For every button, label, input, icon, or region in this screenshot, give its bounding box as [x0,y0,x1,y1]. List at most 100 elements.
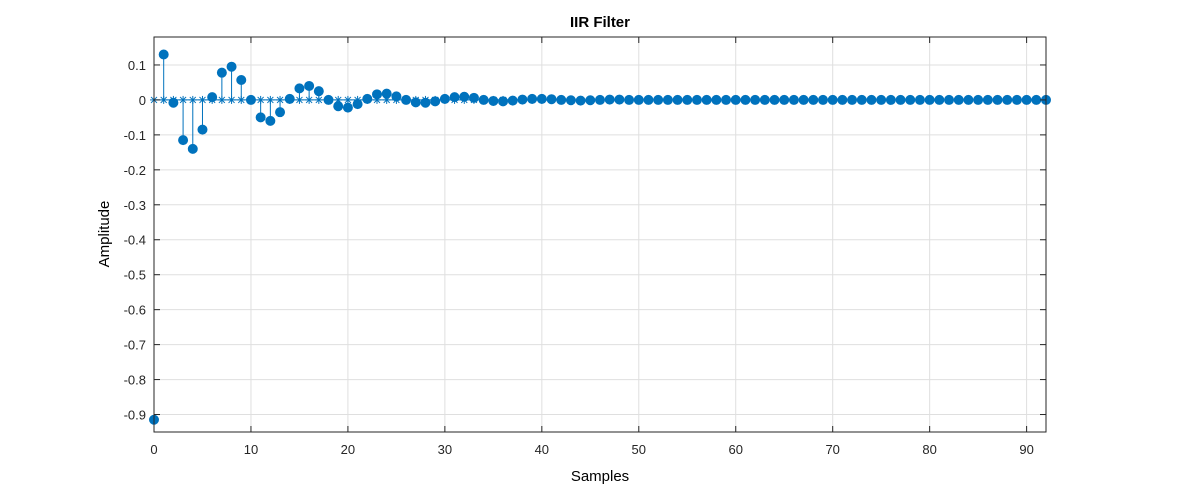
x-tick-label: 80 [922,442,936,457]
y-tick-label: -0.7 [124,338,146,353]
stem-point [430,96,441,107]
stem-point [798,94,809,105]
stem-point [304,80,315,91]
stem-point [236,74,247,85]
x-tick-label: 20 [341,442,355,457]
stem-point [323,94,334,105]
stem-point [255,112,266,123]
stem-point [187,143,198,154]
stem-point [449,92,460,103]
y-tick-label: -0.9 [124,408,146,423]
y-tick-label: -0.4 [124,233,146,248]
ticks: 0 10 20 30 40 50 60 70 80 90 0.1 0 -0.1 -0.2 -0.3 -0.4 -… [124,37,1046,457]
stem-point [643,94,654,105]
stem-point [275,107,286,118]
stem-point [420,97,431,108]
stem-point [847,94,858,105]
stem-point [546,94,557,105]
y-tick-label: -0.5 [124,268,146,283]
stem-point [556,94,567,105]
stem-point [565,95,576,106]
stem-point [333,101,344,112]
stem-point [701,94,712,105]
stem-point [468,92,479,103]
stem-point [876,94,887,105]
stem-point [914,94,925,105]
stem-point [934,94,945,105]
y-axis-label: Amplitude [96,201,113,268]
x-tick-label: 90 [1019,442,1033,457]
stem-point [488,95,499,106]
stem-point [818,94,828,105]
stem-point [401,94,412,105]
stems [149,49,1051,425]
stem-point [1002,94,1013,105]
stem-point [459,91,470,102]
stem-point [294,83,305,94]
stem-point [245,94,256,105]
stem-point [352,99,363,110]
stem-point [653,94,664,105]
stem-point [1011,94,1022,105]
stem-point [410,97,421,108]
stem-point [498,96,509,107]
stem-point [362,93,373,104]
chart-title: IIR Filter [570,14,630,31]
x-tick-label: 40 [535,442,549,457]
stem-point [536,93,547,104]
stem-point [682,94,693,105]
stem-point [944,94,955,105]
stem-point [624,94,635,105]
stem-point [711,94,722,105]
stem-point [672,94,683,105]
stem-point [721,94,732,105]
stem-point [992,94,1003,105]
x-tick-label: 10 [244,442,258,457]
stem-point [885,94,896,105]
stem-point [391,91,402,102]
stem-point [614,94,625,105]
stem-point [372,89,382,100]
stem-point [827,94,838,105]
stem-point [895,94,906,105]
y-tick-label: 0 [139,93,146,108]
stem-point [604,94,615,105]
stem-point [982,94,993,105]
x-tick-label: 60 [729,442,743,457]
stem-point [759,94,770,105]
y-tick-label: -0.6 [124,303,146,318]
x-tick-label: 0 [150,442,157,457]
stem-point [478,94,489,105]
stem-point [769,94,780,105]
stem-point [905,94,916,105]
stem-point [178,135,189,146]
stem-point [284,93,295,104]
stem-point [439,93,450,104]
stem-point [856,94,867,105]
stem-point [207,92,218,103]
x-axis-label: Samples [571,468,629,485]
stem-point [168,97,179,108]
stem-point [265,115,276,126]
stem-point [197,124,208,135]
stem-point [595,94,605,105]
stem-point [575,95,586,106]
x-tick-label: 50 [632,442,646,457]
y-tick-label: -0.1 [124,128,146,143]
y-tick-label: -0.2 [124,163,146,178]
stem-point [866,94,877,105]
stem-point [313,86,324,97]
y-tick-label: -0.8 [124,373,146,388]
stem-point [517,94,528,105]
stem-point [226,61,237,72]
stem-point [740,94,751,105]
stem-point [973,94,984,105]
stem-point [963,94,974,105]
stem-point [1031,94,1042,105]
y-tick-label: 0.1 [128,58,146,73]
stem-point [691,94,702,105]
y-tick-label: -0.3 [124,198,146,213]
stem-point [1021,94,1032,105]
stem-point [953,94,964,105]
